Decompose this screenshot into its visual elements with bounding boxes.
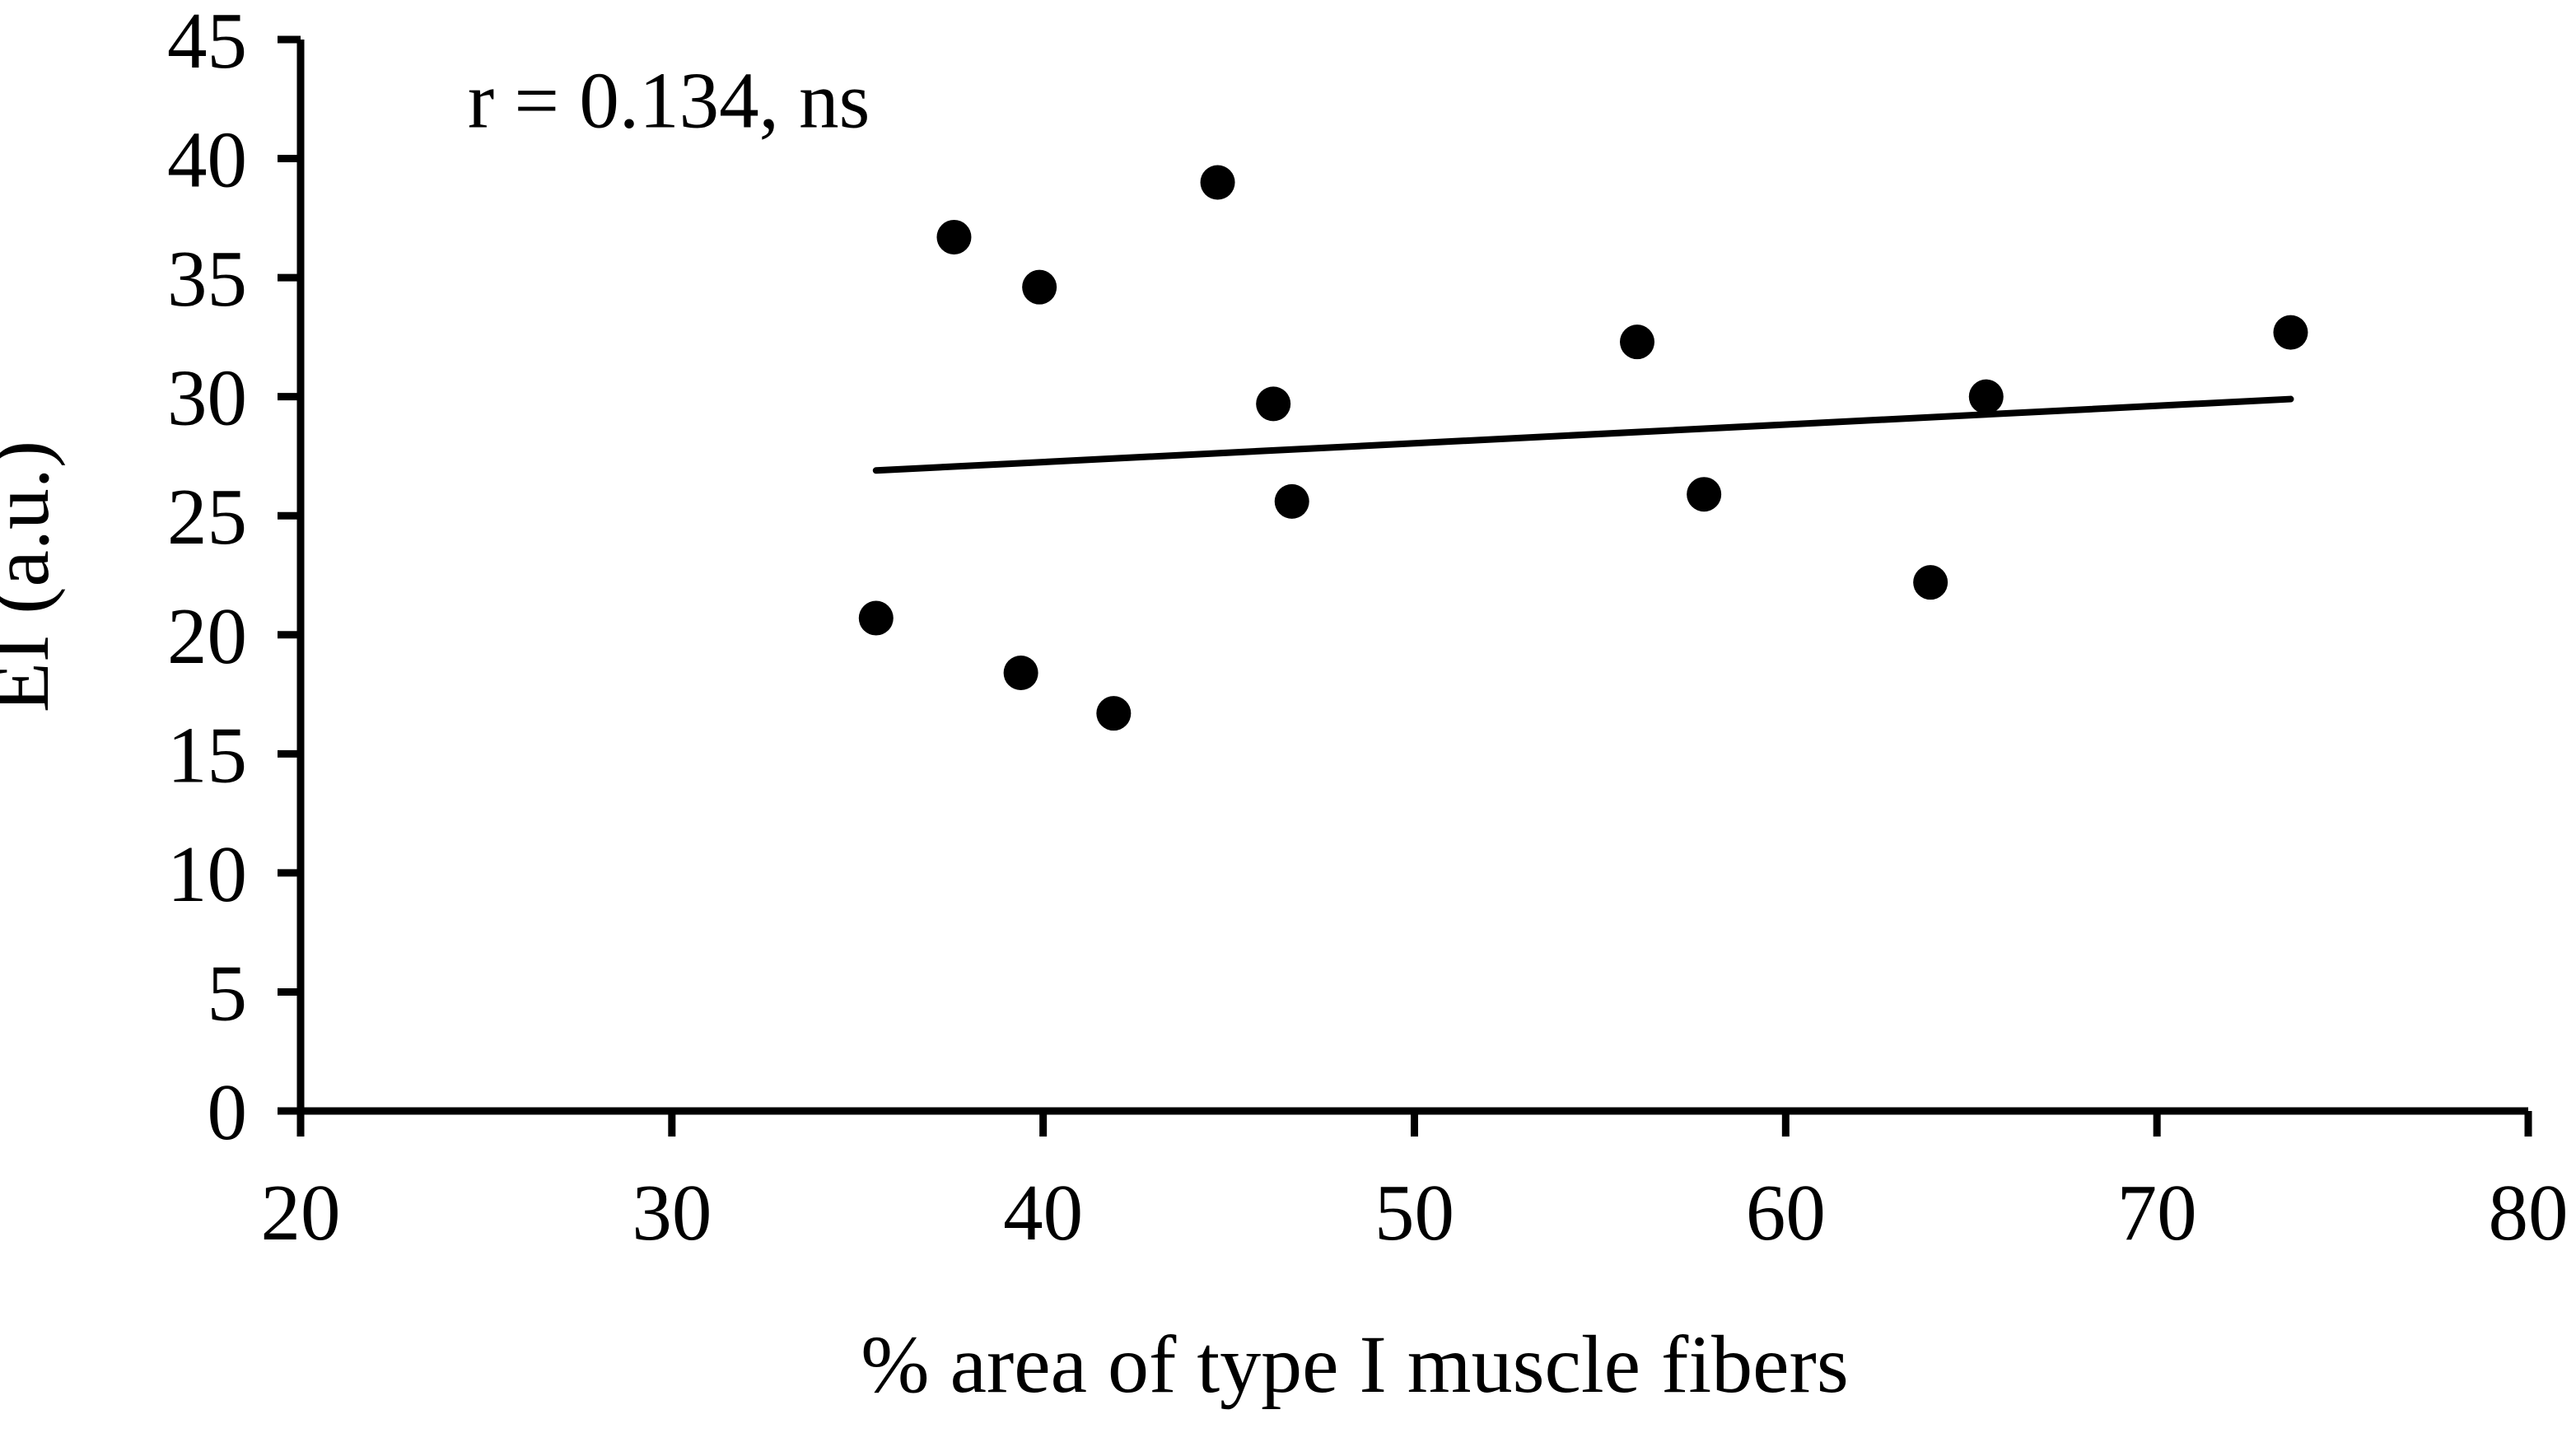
data-point [1256,386,1291,422]
y-tick-label: 10 [167,830,247,918]
x-tick-label: 80 [2489,1169,2569,1257]
trend-line [872,395,2294,474]
y-tick-label: 30 [167,354,247,442]
y-tick-label: 35 [167,235,247,323]
y-tick-label: 25 [167,473,247,561]
x-tick-label: 40 [1003,1169,1083,1257]
y-axis-title: EI (a.u.) [0,441,66,712]
y-tick-label: 40 [167,116,247,204]
data-point [1274,483,1309,519]
data-point [1022,269,1057,305]
data-point [1096,696,1132,731]
y-tick-label: 15 [167,711,247,799]
data-point [1003,656,1038,691]
x-axis-title: % area of type I muscle fibers [861,1319,1848,1410]
correlation-annotation: r = 0.134, ns [468,56,870,144]
data-point [936,219,972,254]
x-tick-label: 70 [2117,1169,2197,1257]
y-tick-label: 0 [208,1068,248,1156]
data-point [1620,324,1654,360]
series-layer [858,165,2308,731]
data-point [1200,165,1235,200]
y-tick-label: 5 [208,949,248,1037]
x-tick-label: 60 [1746,1169,1826,1257]
axis-spine [296,40,2528,1115]
y-tick-label: 45 [167,0,247,85]
data-point [1968,379,2004,414]
x-tick-label: 50 [1374,1169,1454,1257]
x-tick-label: 20 [261,1169,341,1257]
data-point [2273,315,2308,350]
x-tick-label: 30 [632,1169,712,1257]
y-tick-label: 20 [167,592,247,680]
axes-layer: 0 5 10 15 20 25 30 35 40 45 20 30 40 50 60 70 80 [167,0,2569,1257]
data-point [1687,477,1722,512]
data-point [858,600,894,636]
data-point [1913,565,1948,600]
